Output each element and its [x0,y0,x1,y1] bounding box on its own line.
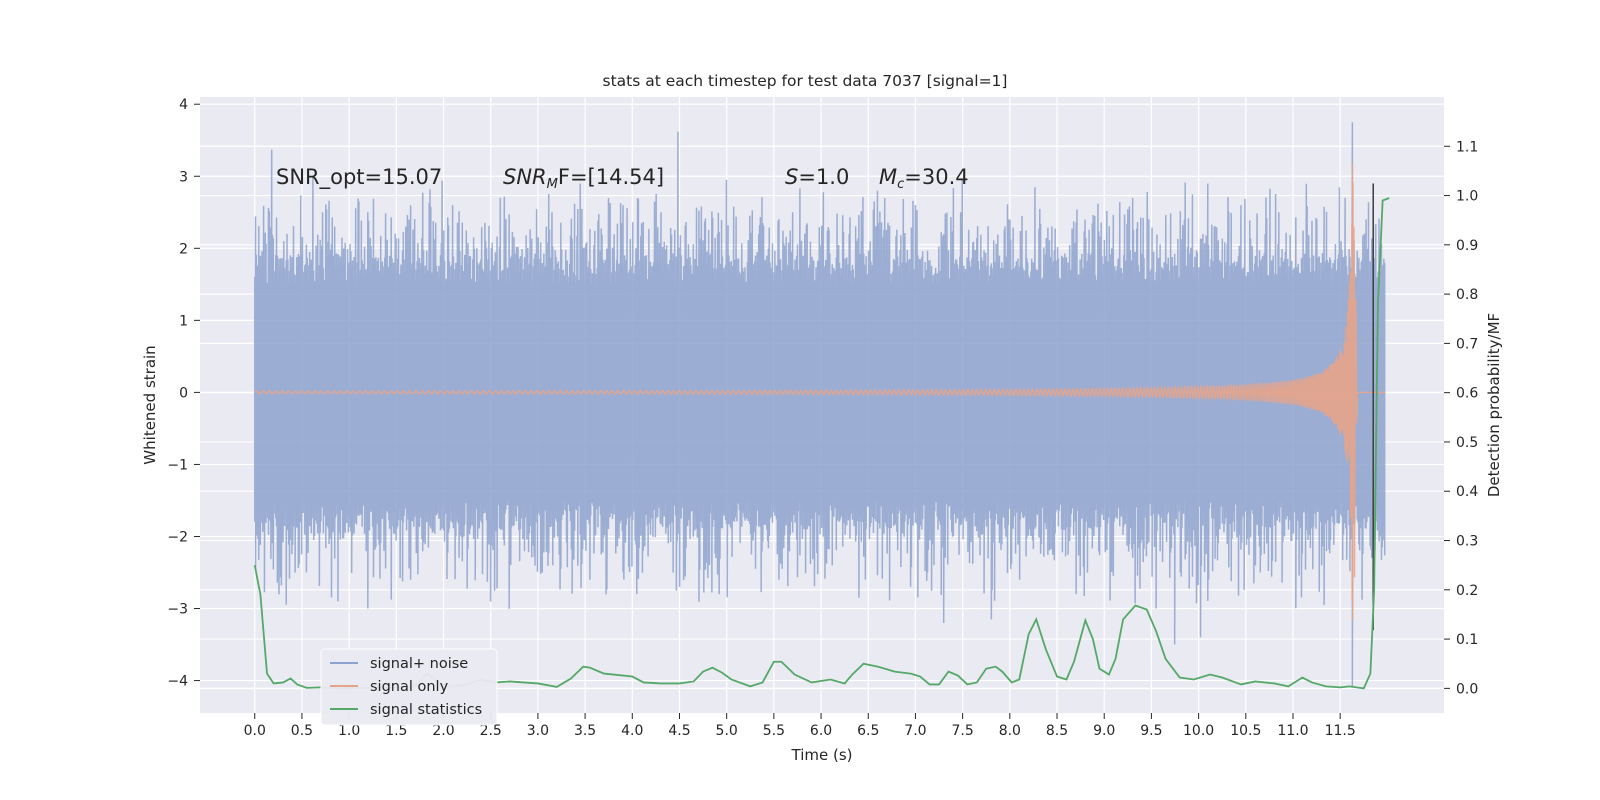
y2-tick-label-0.3: 0.3 [1456,534,1478,550]
x-tick-label-0.5: 0.5 [291,723,313,739]
annotation-snr-mf-prefix: SNR [503,165,547,189]
x-tick-label-9.0: 9.0 [1093,723,1115,739]
y2-tick-label-1.0: 1.0 [1456,189,1478,205]
legend-label-signal-statistics: signal statistics [370,702,482,718]
y2-tick-label-0.5: 0.5 [1456,435,1478,451]
annotation-layer: SNR_opt=15.07 SNRMF=[14.54] S=1.0 Mc=30.… [276,165,969,192]
annotation-snr-mf-sub: M [547,177,558,192]
x-tick-label-7.0: 7.0 [904,723,926,739]
x-tick-label-5.5: 5.5 [763,723,785,739]
x-tick-label-3.0: 3.0 [527,723,549,739]
y-tick-label--4: −4 [167,674,188,690]
x-tick-label-9.5: 9.5 [1140,723,1162,739]
annotation-mc: Mc=30.4 [879,165,969,192]
y2-tick-label-0.1: 0.1 [1456,632,1478,648]
y-tick-label--3: −3 [167,602,188,618]
y2-tick-label-0.4: 0.4 [1456,484,1478,500]
x-tick-label-5.0: 5.0 [716,723,738,739]
y-tick-label-3: 3 [179,169,188,185]
y-tick-label--2: −2 [167,529,188,545]
x-tick-label-10.5: 10.5 [1230,723,1261,739]
x-tick-label-8.5: 8.5 [1046,723,1068,739]
annotation-snr-opt: SNR_opt=15.07 [276,165,442,190]
y2-tick-label-0.2: 0.2 [1456,583,1478,599]
series-signal-noise [253,122,1386,687]
x-axis-label: Time (s) [791,746,853,764]
y2-tick-label-0.9: 0.9 [1456,238,1478,254]
x-tick-label-6.5: 6.5 [857,723,879,739]
y2-tick-label-0.8: 0.8 [1456,287,1478,303]
y2-axis-label: Detection probability/MF [1485,313,1503,497]
x-tick-label-2.5: 2.5 [480,723,502,739]
x-axis-ticks: 0.0 0.5 1.0 1.5 2.0 2.5 3.0 3.5 4.0 4.5 5.0 5.5 6.0 6… [244,713,1356,739]
x-tick-label-3.5: 3.5 [574,723,596,739]
annotation-snr-mf: SNRMF=[14.54] [503,165,664,192]
annotation-mc-var: M [879,165,897,189]
x-tick-label-4.5: 4.5 [668,723,690,739]
right-axis-ticks: 1.1 1.0 0.9 0.8 0.7 0.6 0.5 0.4 0.3 0.2 0.1 0.0 [1444,139,1478,697]
series-signal-only [254,162,1386,621]
x-tick-label-6.0: 6.0 [810,723,832,739]
annotation-s-value: =1.0 [798,165,849,189]
legend: signal+ noise signal only signal statist… [320,648,498,726]
annotation-mc-value: =30.4 [904,165,968,189]
x-tick-label-2.0: 2.0 [432,723,454,739]
legend-label-signal-noise: signal+ noise [370,656,468,672]
y-tick-label-1: 1 [179,313,188,329]
x-tick-label-0.0: 0.0 [244,723,266,739]
x-tick-label-1.0: 1.0 [338,723,360,739]
legend-box [320,648,498,726]
y-tick-label-4: 4 [179,97,188,113]
y2-tick-label-0.6: 0.6 [1456,386,1478,402]
x-tick-label-7.5: 7.5 [952,723,974,739]
x-tick-label-11.5: 11.5 [1325,723,1356,739]
y2-tick-label-0.7: 0.7 [1456,336,1478,352]
x-tick-label-8.0: 8.0 [999,723,1021,739]
y-tick-label-2: 2 [179,241,188,257]
y-tick-label-0: 0 [179,385,188,401]
annotation-snr-mf-rest: F=[14.54] [558,165,664,189]
x-tick-label-1.5: 1.5 [385,723,407,739]
y2-tick-label-1.1: 1.1 [1456,139,1478,155]
x-tick-label-4.0: 4.0 [621,723,643,739]
x-tick-label-11.0: 11.0 [1277,723,1308,739]
annotation-s: S=1.0 [785,165,849,189]
y2-tick-label-0.0: 0.0 [1456,681,1478,697]
annotation-s-var: S [785,165,798,189]
y-tick-label--1: −1 [167,457,188,473]
x-tick-label-10.0: 10.0 [1183,723,1214,739]
legend-label-signal-only: signal only [370,679,449,695]
left-axis-ticks: 4 3 2 1 0 −1 −2 −3 −4 [167,97,200,690]
y-axis-label: Whitened strain [141,345,159,464]
chart-title: stats at each timestep for test data 703… [603,72,1008,90]
annotation-mc-sub: c [897,177,904,192]
